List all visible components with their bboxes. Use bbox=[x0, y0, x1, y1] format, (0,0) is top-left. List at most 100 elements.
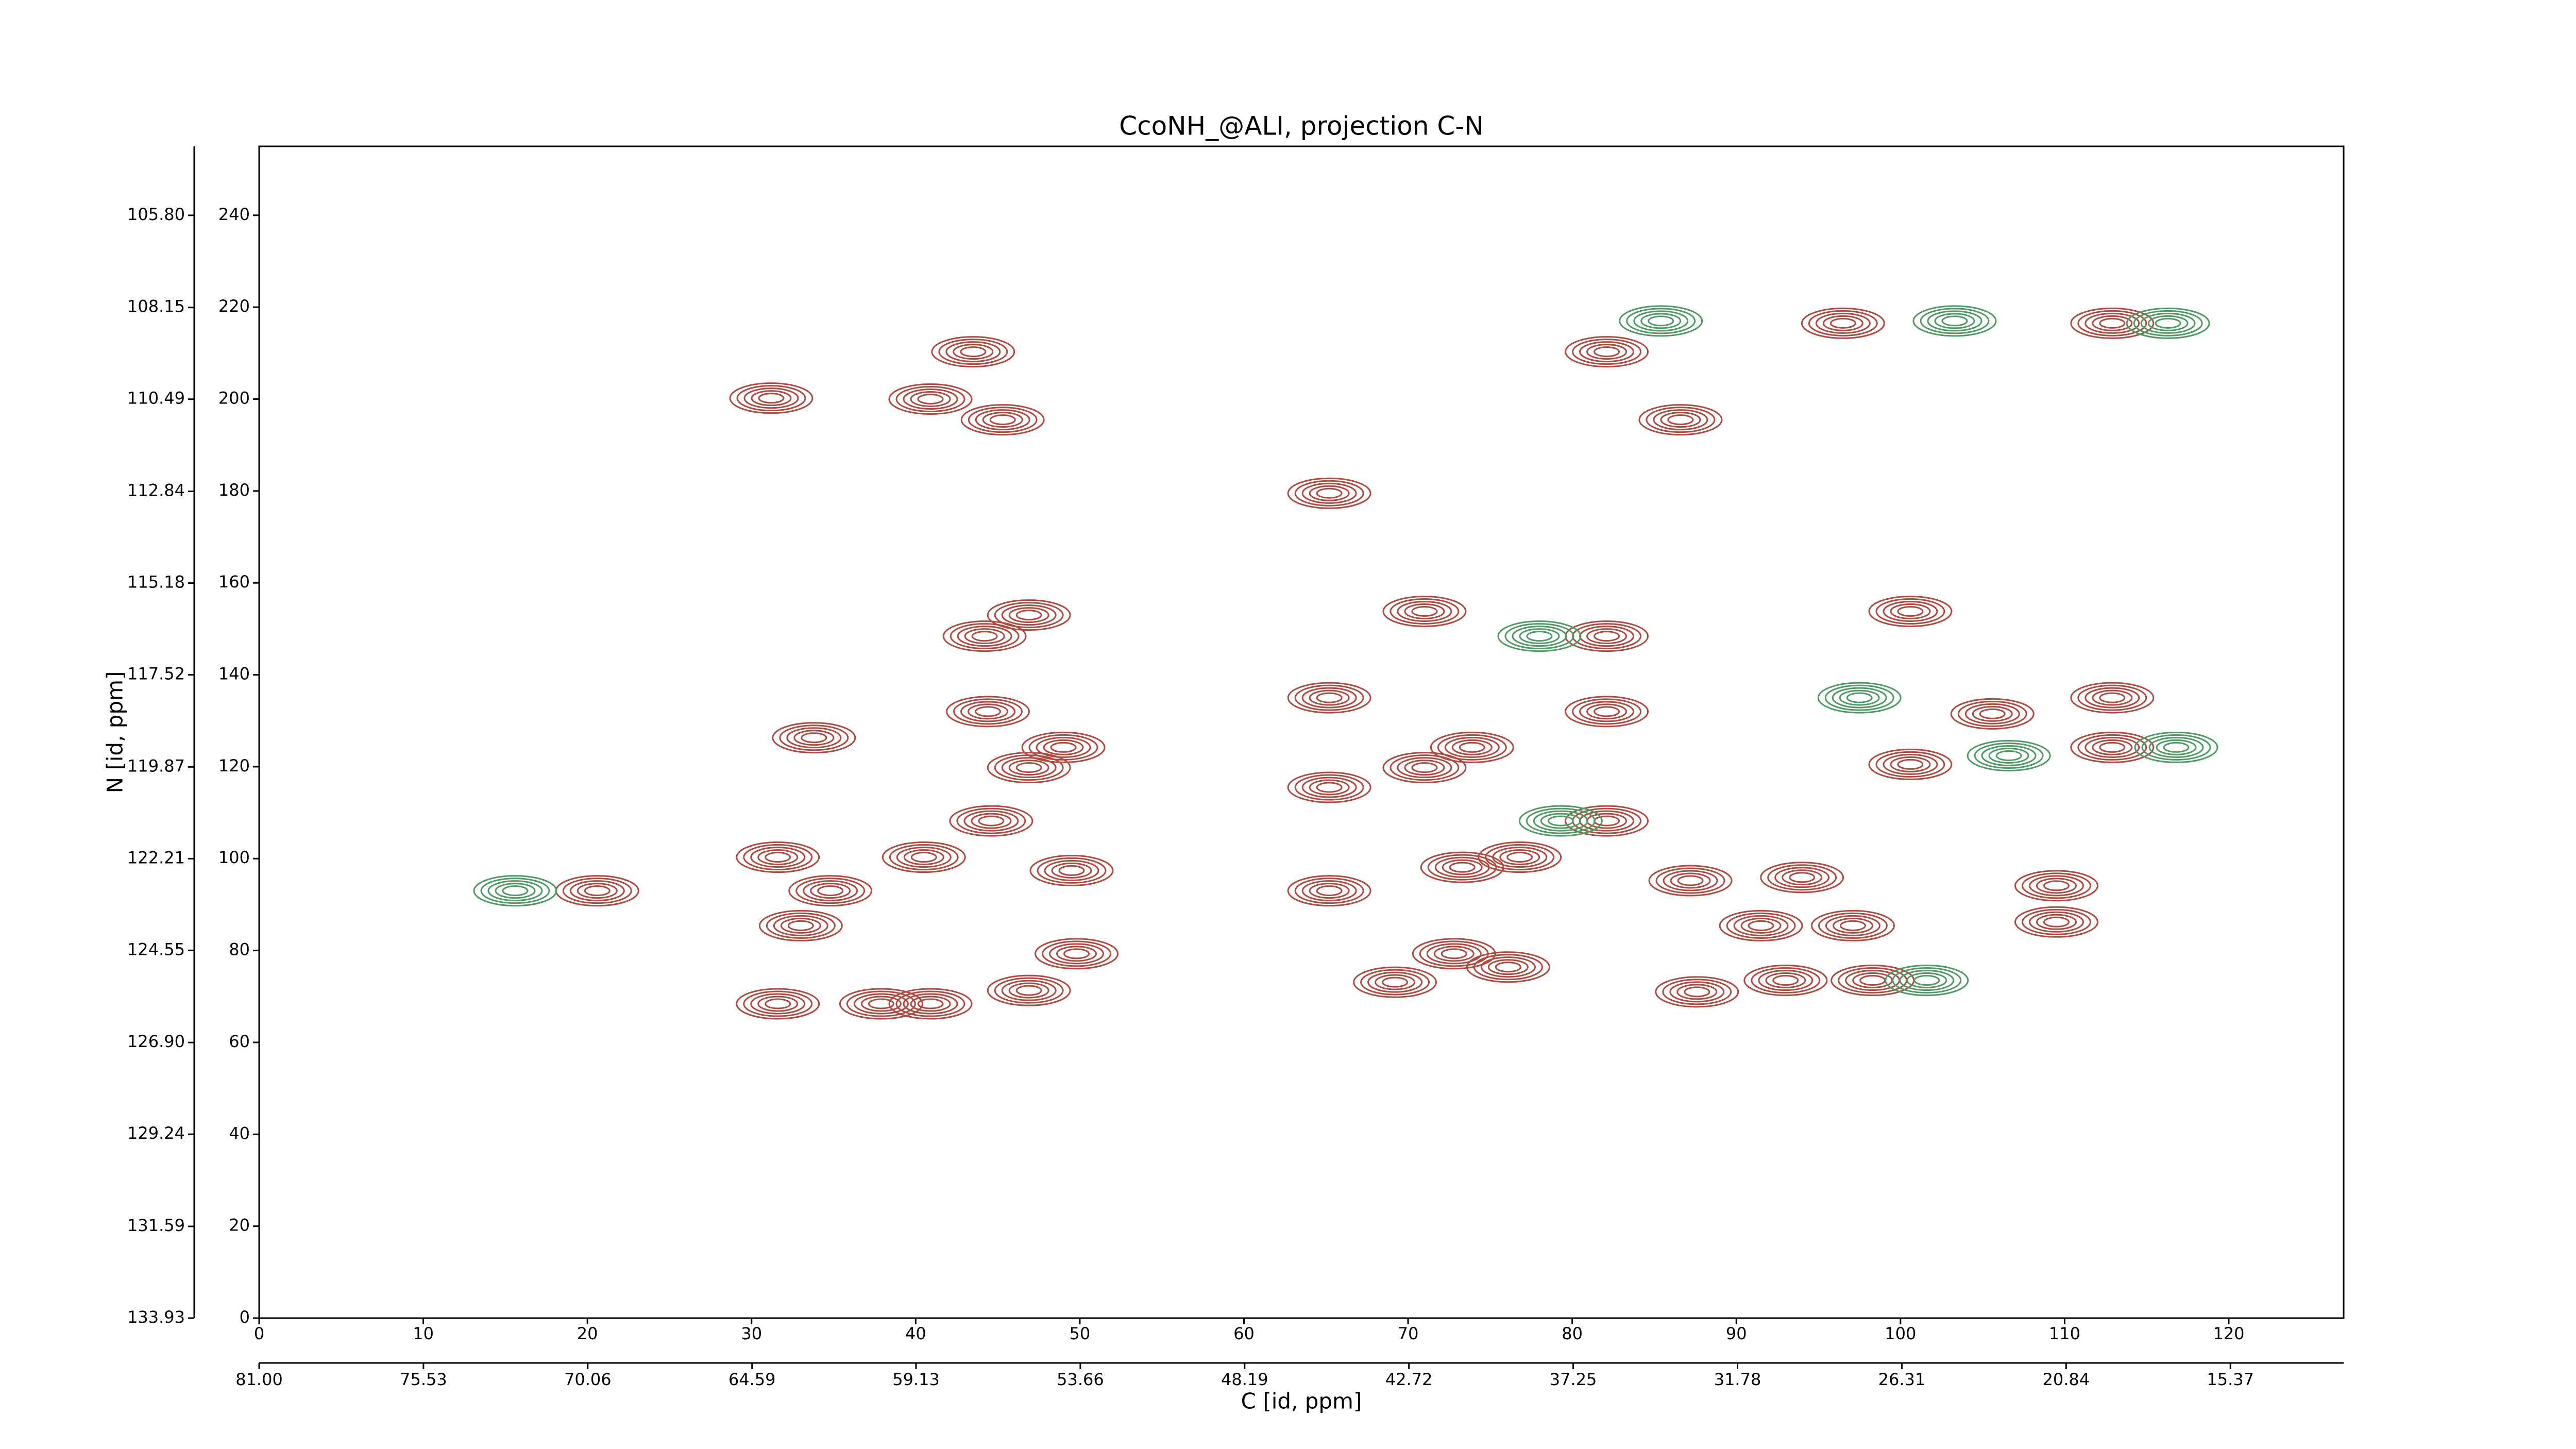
contour-level bbox=[1859, 975, 1886, 986]
contour-level bbox=[1526, 631, 1553, 642]
x2-tick-label: 81.00 bbox=[235, 1370, 283, 1389]
y2-tick-label: 124.55 bbox=[127, 939, 185, 959]
contour-level bbox=[2140, 312, 2196, 334]
contour-level bbox=[757, 996, 799, 1012]
contour-level bbox=[1565, 805, 1649, 837]
contour-level bbox=[1824, 684, 1894, 711]
peak bbox=[888, 383, 973, 415]
contour-level bbox=[860, 996, 902, 1012]
contour-level bbox=[1815, 312, 1871, 334]
peak bbox=[931, 336, 1015, 368]
x2-tick-label: 75.53 bbox=[400, 1370, 447, 1389]
contour-level bbox=[1301, 880, 1357, 902]
x-tick-label: 10 bbox=[413, 1324, 434, 1343]
contour-level bbox=[1001, 980, 1057, 1001]
peak bbox=[1831, 965, 1915, 997]
contour-level bbox=[1677, 875, 1704, 886]
peak bbox=[1565, 336, 1649, 368]
contour-level bbox=[1594, 815, 1620, 827]
contour-level bbox=[1533, 810, 1588, 832]
peak bbox=[1619, 305, 1703, 337]
contour-level bbox=[780, 917, 821, 934]
contour-level bbox=[1437, 734, 1507, 761]
contour-level bbox=[1056, 946, 1097, 962]
contour-level bbox=[736, 841, 820, 873]
contour-level bbox=[1042, 940, 1112, 967]
contour-level bbox=[1667, 414, 1694, 426]
contour-level bbox=[1029, 854, 1114, 886]
contour-level bbox=[2099, 742, 2126, 753]
contour-level bbox=[736, 385, 806, 412]
contour-level bbox=[1565, 336, 1649, 368]
y2-tick-label: 117.52 bbox=[127, 664, 185, 684]
x-tick-label: 40 bbox=[905, 1324, 926, 1343]
contour-level bbox=[729, 382, 814, 414]
contour-level bbox=[868, 998, 894, 1009]
x-tick-label: 50 bbox=[1070, 1324, 1091, 1343]
peak bbox=[1029, 854, 1114, 886]
contour-level bbox=[1669, 981, 1725, 1003]
peak bbox=[1950, 698, 2035, 730]
contour-level bbox=[1512, 626, 1567, 647]
x2-tick-label: 15.37 bbox=[2207, 1370, 2254, 1389]
contour-level bbox=[2077, 734, 2147, 761]
contour-level bbox=[1478, 841, 1562, 873]
contour-level bbox=[1526, 807, 1596, 834]
peak bbox=[839, 988, 923, 1020]
y2-tick-label: 110.49 bbox=[127, 389, 185, 408]
contour-level bbox=[895, 385, 965, 412]
y2-tick-label: 119.87 bbox=[127, 756, 185, 776]
peak bbox=[1565, 620, 1649, 652]
contour-level bbox=[1868, 748, 1953, 780]
y2-tick-label: 115.18 bbox=[127, 572, 185, 592]
contour-level bbox=[1480, 956, 1536, 978]
peak bbox=[1868, 748, 1953, 780]
contour-level bbox=[2028, 911, 2084, 933]
contour-level bbox=[2099, 692, 2126, 703]
contour-level bbox=[2070, 307, 2155, 339]
contour-level bbox=[917, 998, 944, 1009]
y-tick-label: 180 bbox=[218, 480, 250, 500]
contour-level bbox=[1817, 682, 1902, 714]
contour-level bbox=[895, 990, 965, 1017]
contour-level bbox=[562, 878, 632, 904]
peak bbox=[736, 988, 820, 1020]
contour-level bbox=[1015, 762, 1042, 773]
y2-tick-label: 108.15 bbox=[127, 297, 185, 316]
contour-level bbox=[1594, 631, 1620, 642]
peak bbox=[946, 696, 1030, 728]
contour-level bbox=[1440, 948, 1467, 959]
contour-level bbox=[1995, 750, 2022, 761]
contour-level bbox=[1832, 917, 1873, 934]
contour-level bbox=[953, 698, 1023, 725]
contour-level bbox=[1875, 598, 1945, 625]
contour-level bbox=[1433, 946, 1475, 962]
contour-level bbox=[1397, 757, 1452, 779]
x-tick-label: 30 bbox=[741, 1324, 762, 1343]
contour-level bbox=[1885, 965, 1969, 997]
contour-level bbox=[1049, 943, 1105, 965]
contour-level bbox=[1043, 739, 1084, 755]
contour-level bbox=[1655, 867, 1725, 894]
y-tick-label: 200 bbox=[218, 388, 250, 408]
contour-level bbox=[971, 631, 998, 642]
contour-level bbox=[1829, 317, 1856, 329]
contour-level bbox=[1883, 753, 1938, 775]
contour-level bbox=[779, 724, 849, 751]
contour-level bbox=[1950, 698, 2035, 730]
contour-level bbox=[1037, 857, 1107, 884]
contour-level bbox=[1294, 480, 1364, 507]
contour-level bbox=[2021, 872, 2091, 899]
peak bbox=[1648, 865, 1733, 897]
contour-level bbox=[1287, 771, 1371, 803]
contour-level bbox=[2070, 731, 2155, 763]
y-tick-label: 60 bbox=[229, 1032, 250, 1051]
contour-level bbox=[917, 393, 944, 405]
contour-level bbox=[1818, 912, 1888, 939]
contour-level bbox=[2014, 870, 2098, 902]
contour-level bbox=[1839, 689, 1880, 706]
peak bbox=[1518, 805, 1603, 837]
contour-level bbox=[2147, 315, 2189, 331]
contour-level bbox=[1640, 313, 1682, 329]
